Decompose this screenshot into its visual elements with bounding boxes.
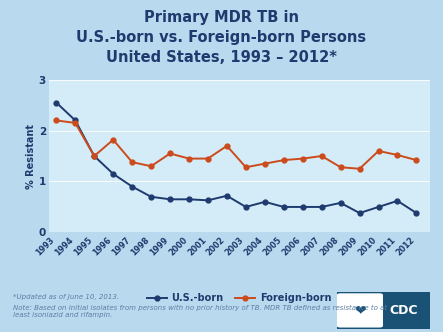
Text: ❤: ❤ — [354, 303, 366, 317]
Text: Primary MDR TB in
U.S.-born vs. Foreign-born Persons
United States, 1993 – 2012*: Primary MDR TB in U.S.-born vs. Foreign-… — [77, 10, 366, 64]
Text: *Updated as of June 10, 2013.: *Updated as of June 10, 2013. — [13, 294, 120, 300]
Text: CDC: CDC — [389, 304, 418, 317]
Legend: U.S.-born, Foreign-born: U.S.-born, Foreign-born — [144, 289, 335, 307]
Y-axis label: % Resistant: % Resistant — [26, 124, 36, 189]
FancyBboxPatch shape — [338, 294, 382, 327]
Text: Note: Based on initial isolates from persons with no prior history of TB. MDR TB: Note: Based on initial isolates from per… — [13, 305, 388, 318]
